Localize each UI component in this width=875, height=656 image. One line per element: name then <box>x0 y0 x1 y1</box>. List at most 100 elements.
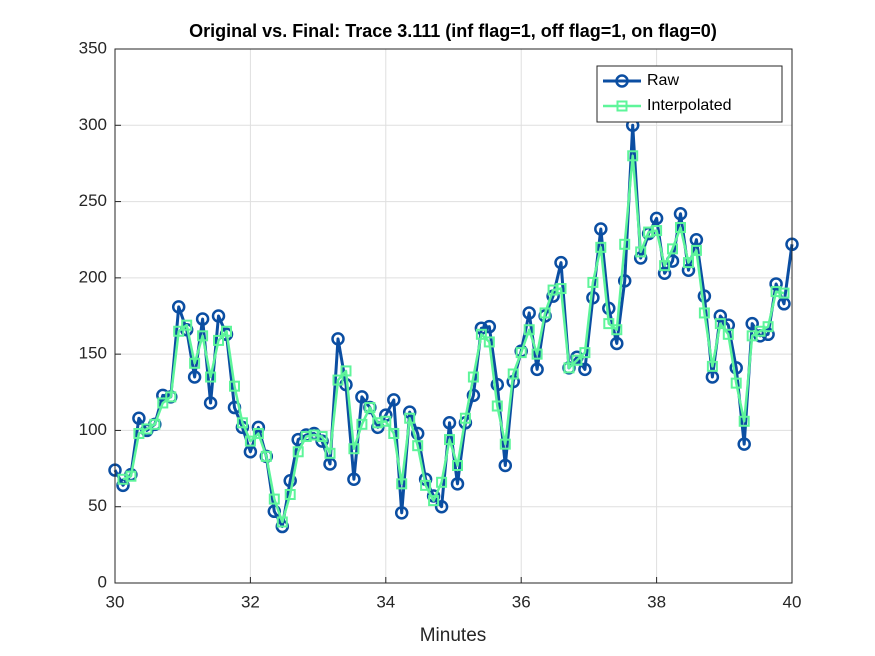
legend-label: Raw <box>647 72 679 89</box>
marker <box>467 371 479 383</box>
marker <box>587 276 599 288</box>
marker <box>547 284 559 296</box>
marker <box>372 417 384 429</box>
marker <box>434 499 449 514</box>
marker <box>173 325 185 337</box>
marker <box>355 390 369 404</box>
marker <box>674 222 686 234</box>
x-tick-label: 34 <box>376 592 395 611</box>
y-tick-label: 50 <box>88 496 107 515</box>
marker <box>149 418 161 430</box>
y-tick-label: 250 <box>79 191 107 210</box>
marker <box>436 476 448 488</box>
marker <box>244 435 256 447</box>
marker <box>762 321 774 333</box>
marker <box>211 309 226 323</box>
chart-title: Original vs. Final: Trace 3.111 (inf fla… <box>189 21 717 41</box>
marker <box>260 450 272 462</box>
marker <box>578 362 592 377</box>
marker <box>610 336 624 351</box>
marker <box>697 289 712 303</box>
marker <box>450 477 465 491</box>
marker <box>555 283 567 295</box>
x-tick-label: 38 <box>647 592 666 611</box>
y-tick-label: 200 <box>79 267 107 286</box>
marker <box>340 365 352 377</box>
marker <box>428 495 440 507</box>
marker <box>498 458 513 473</box>
marker <box>659 260 671 272</box>
marker <box>554 255 568 270</box>
marker <box>530 362 544 377</box>
marker <box>594 222 608 236</box>
y-tick-label: 100 <box>79 420 107 439</box>
marker <box>769 277 783 291</box>
marker <box>522 306 536 320</box>
marker <box>490 377 505 392</box>
marker <box>459 412 471 424</box>
marker <box>132 411 146 425</box>
marker <box>117 473 129 485</box>
y-tick-label: 0 <box>98 572 107 591</box>
marker <box>466 388 481 403</box>
legend-label: Interpolated <box>647 97 732 114</box>
marker <box>515 347 527 359</box>
marker <box>221 325 233 337</box>
marker <box>236 417 248 429</box>
marker <box>189 357 201 369</box>
marker <box>531 348 543 360</box>
marker <box>611 324 623 336</box>
marker <box>563 362 575 374</box>
marker <box>713 309 728 323</box>
marker <box>331 332 345 346</box>
marker <box>181 319 193 331</box>
marker <box>125 470 137 482</box>
marker <box>681 263 696 277</box>
marker <box>203 396 218 410</box>
marker <box>539 307 551 319</box>
marker <box>316 431 328 443</box>
marker <box>507 368 519 380</box>
marker <box>308 429 320 441</box>
marker <box>388 427 400 439</box>
marker <box>491 400 503 412</box>
marker <box>420 479 432 491</box>
marker <box>364 402 376 414</box>
marker <box>745 316 759 331</box>
marker <box>499 438 511 450</box>
marker <box>213 334 225 346</box>
marker <box>396 478 408 490</box>
x-tick-label: 40 <box>783 592 802 611</box>
data <box>108 118 799 534</box>
marker <box>412 440 424 452</box>
marker <box>627 150 639 162</box>
marker <box>195 312 210 326</box>
marker <box>347 472 361 487</box>
marker <box>300 431 312 443</box>
marker <box>410 426 425 441</box>
marker <box>156 388 170 403</box>
marker <box>157 397 169 409</box>
x-tick-label: 30 <box>106 592 125 611</box>
marker <box>706 360 718 372</box>
marker <box>380 415 392 427</box>
marker <box>171 300 186 314</box>
marker <box>332 374 344 386</box>
legend-box <box>596 65 783 123</box>
marker <box>667 243 679 255</box>
marker <box>595 241 607 253</box>
marker <box>451 460 463 472</box>
marker <box>714 318 726 330</box>
y-tick-label: 300 <box>79 115 107 134</box>
x-axis-label: Minutes <box>420 625 487 646</box>
marker <box>615 74 629 88</box>
marker <box>394 506 409 520</box>
axes-box <box>114 48 793 584</box>
marker <box>770 286 782 298</box>
marker <box>284 489 296 501</box>
marker <box>116 478 130 493</box>
marker <box>738 415 750 427</box>
marker <box>483 336 495 348</box>
marker <box>187 370 202 384</box>
